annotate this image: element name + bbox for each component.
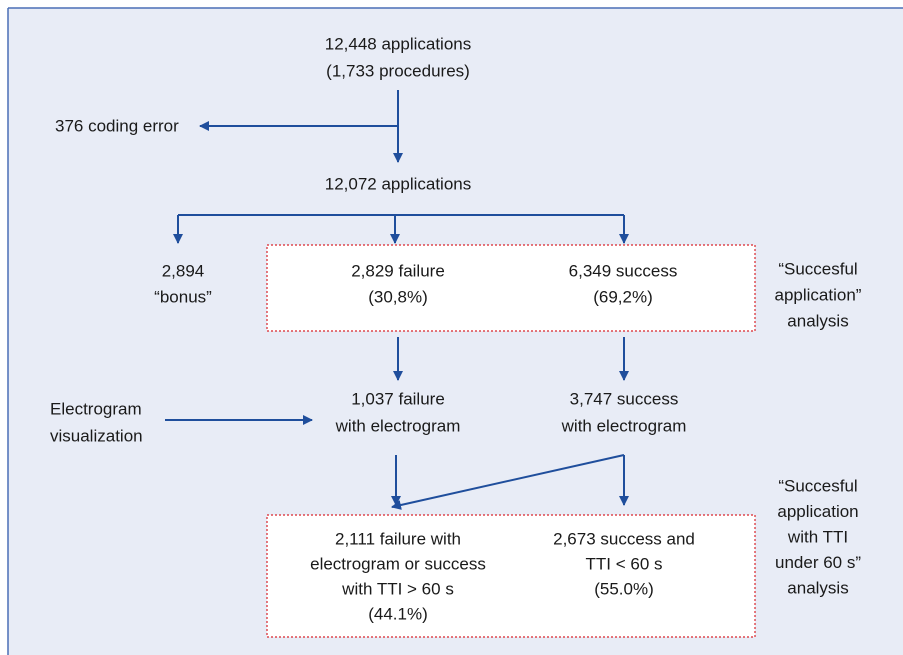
node-label: (69,2%)	[593, 287, 653, 306]
node-label: application	[777, 502, 858, 521]
analysis-box	[266, 514, 756, 638]
node-label: with TTI	[787, 527, 848, 546]
analysis-box	[266, 244, 756, 332]
node-label: analysis	[787, 578, 848, 597]
node-label: Electrogram	[50, 399, 142, 418]
node-label: 376 coding error	[55, 116, 179, 135]
node-label: “bonus”	[154, 287, 212, 306]
arrows	[165, 90, 629, 510]
node-label: (30,8%)	[368, 287, 428, 306]
node-label: “Succesful	[778, 476, 857, 495]
node-label: “Succesful	[778, 259, 857, 278]
node-label: 2,673 success and	[553, 529, 695, 548]
node-label: 2,111 failure with	[335, 529, 461, 548]
node-label: 2,829 failure	[351, 261, 445, 280]
node-label: electrogram or success	[310, 554, 486, 573]
node-label: analysis	[787, 311, 848, 330]
node-label: (44.1%)	[368, 604, 428, 623]
node-label: 6,349 success	[569, 261, 678, 280]
node-label: 2,894	[162, 261, 205, 280]
node-label: TTI < 60 s	[586, 554, 663, 573]
node-label: application”	[775, 285, 862, 304]
node-label: 12,072 applications	[325, 174, 472, 193]
node-label: 12,448 applications	[325, 34, 472, 53]
node-label: visualization	[50, 426, 143, 445]
node-label: with TTI > 60 s	[341, 579, 454, 598]
node-label: (1,733 procedures)	[326, 61, 470, 80]
node-label: 3,747 success	[570, 389, 679, 408]
node-label: 1,037 failure	[351, 389, 445, 408]
node-label: under 60 s”	[775, 553, 861, 572]
node-label: with electrogram	[335, 416, 461, 435]
node-label: with electrogram	[561, 416, 687, 435]
node-label: (55.0%)	[594, 579, 654, 598]
